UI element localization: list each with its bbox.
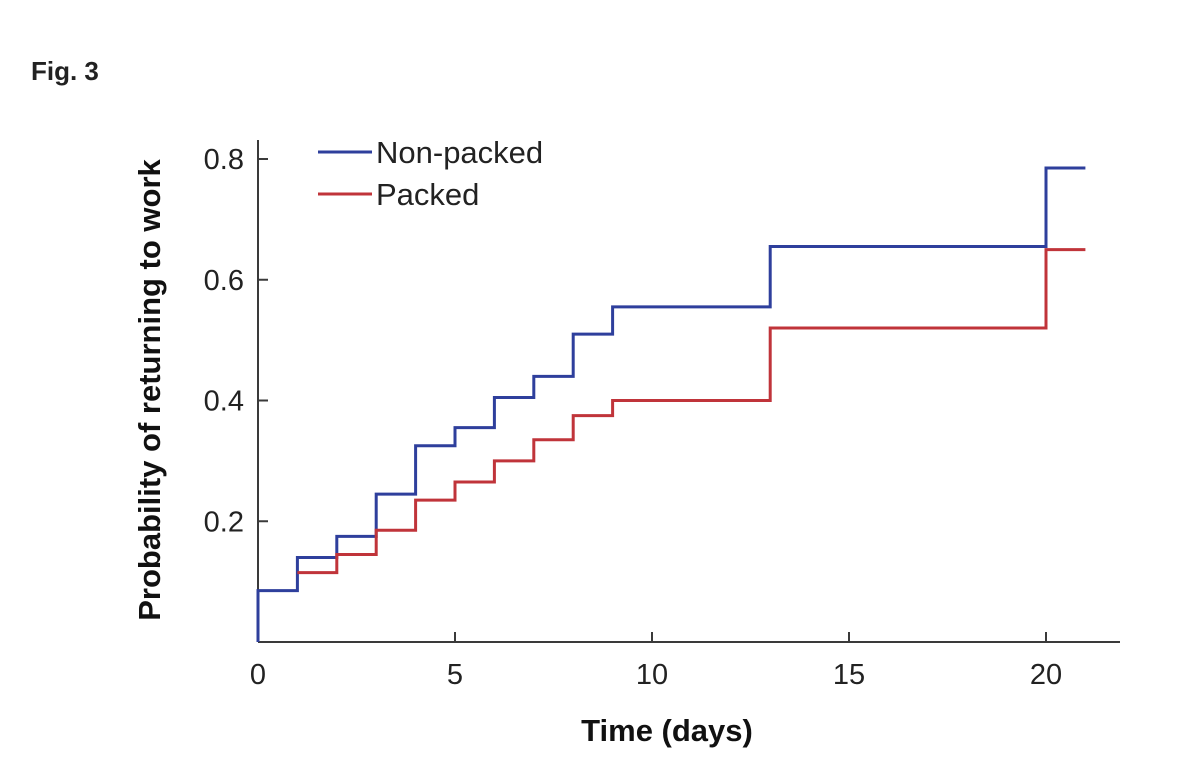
tick-group: 0 5 10 15 20 0.2 0.4 0.6 0.8: [204, 144, 1062, 691]
chart-axes: [257, 140, 1120, 643]
y-tick-label: 0.4: [204, 386, 244, 418]
series-line-packed: [297, 248, 1086, 575]
series-layer: [256, 166, 1086, 642]
y-axis-title: Probability of returning to work: [132, 158, 167, 620]
legend-label: Packed: [376, 177, 479, 212]
x-tick-label: 10: [636, 659, 668, 691]
y-tick-label: 0.2: [204, 506, 244, 538]
x-tick-label: 20: [1030, 659, 1062, 691]
figure-label: Fig. 3: [31, 56, 99, 86]
x-axis-title: Time (days): [581, 713, 753, 748]
legend: Non-packed Packed: [318, 135, 543, 212]
x-tick-label: 0: [250, 659, 266, 691]
y-tick-label: 0.8: [204, 144, 244, 176]
x-tick-label: 5: [447, 659, 463, 691]
series-line-non-packed: [256, 166, 1086, 642]
x-tick-label: 15: [833, 659, 865, 691]
y-tick-label: 0.6: [204, 265, 244, 297]
legend-label: Non-packed: [376, 135, 543, 170]
